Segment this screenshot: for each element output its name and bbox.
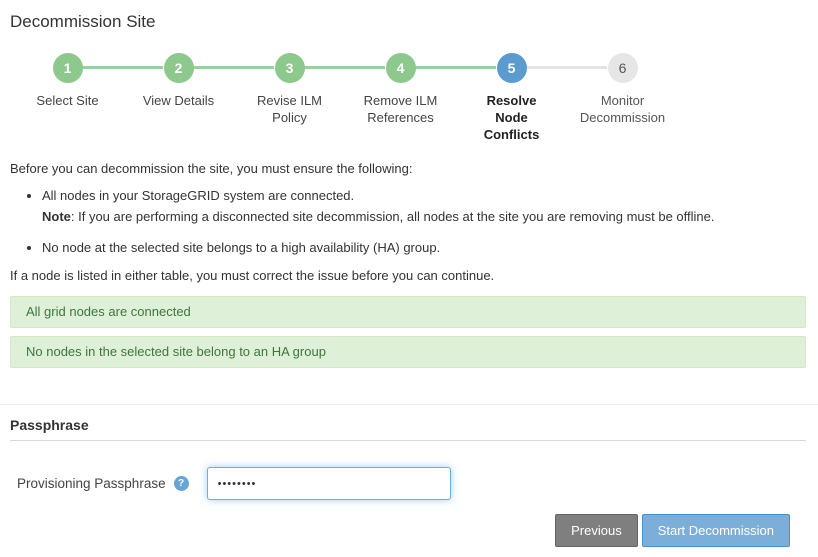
step-connector <box>82 66 163 69</box>
start-decommission-button[interactable]: Start Decommission <box>641 514 790 547</box>
step-label: View Details <box>142 93 215 108</box>
intro-text: Before you can decommission the site, yo… <box>10 161 413 176</box>
step-number-badge: 3 <box>274 53 305 83</box>
step-label: Remove ILM References <box>363 93 438 125</box>
provisioning-passphrase-row: Provisioning Passphrase ? <box>0 467 818 500</box>
step-label: Monitor Decommission <box>579 93 666 125</box>
step-view-details[interactable]: 2 View Details <box>123 53 234 143</box>
step-number-badge: 2 <box>163 53 194 83</box>
step-connector <box>304 66 385 69</box>
step-select-site[interactable]: 1 Select Site <box>12 53 123 143</box>
previous-button[interactable]: Previous <box>555 514 638 547</box>
requirements-list: All nodes in your StorageGRID system are… <box>0 185 818 258</box>
step-number-badge: 1 <box>52 53 83 83</box>
provisioning-passphrase-input[interactable] <box>206 467 451 500</box>
requirement-text: All nodes in your StorageGRID system are… <box>42 188 355 203</box>
alert-text: All grid nodes are connected <box>26 304 191 319</box>
step-number-badge: 5 <box>496 53 527 83</box>
step-connector <box>526 66 607 69</box>
correction-instruction-text: If a node is listed in either table, you… <box>10 268 495 283</box>
action-button-bar: Previous Start Decommission <box>0 514 790 547</box>
step-label: Select Site <box>36 93 99 108</box>
step-label: Resolve Node Conflicts <box>483 93 540 142</box>
wizard-progress-bar: 1 Select Site 2 View Details 3 Revise IL… <box>12 53 678 145</box>
note-text: : If you are performing a disconnected s… <box>70 209 715 224</box>
passphrase-section-heading: Passphrase <box>10 417 806 441</box>
list-item: No node at the selected site belongs to … <box>42 237 818 258</box>
help-icon[interactable]: ? <box>173 476 189 491</box>
step-revise-ilm-policy[interactable]: 3 Revise ILM Policy <box>234 53 345 143</box>
step-label: Revise ILM Policy <box>256 93 323 125</box>
step-connector <box>193 66 274 69</box>
alert-text: No nodes in the selected site belong to … <box>26 344 326 359</box>
alert-no-ha-group: No nodes in the selected site belong to … <box>10 336 806 368</box>
step-number-badge: 4 <box>385 53 416 83</box>
step-remove-ilm-references[interactable]: 4 Remove ILM References <box>345 53 456 143</box>
requirement-text: No node at the selected site belongs to … <box>42 240 441 255</box>
page-title: Decommission Site <box>10 12 156 31</box>
step-resolve-node-conflicts[interactable]: 5 Resolve Node Conflicts <box>456 53 567 143</box>
decommission-site-page: Decommission Site 1 Select Site 2 View D… <box>0 12 818 557</box>
step-monitor-decommission[interactable]: 6 Monitor Decommission <box>567 53 678 143</box>
section-divider <box>0 404 818 405</box>
step-connector <box>415 66 496 69</box>
note-label: Note <box>42 209 71 224</box>
alert-nodes-connected: All grid nodes are connected <box>10 296 806 328</box>
list-item: All nodes in your StorageGRID system are… <box>42 185 818 227</box>
provisioning-passphrase-label: Provisioning Passphrase <box>17 476 166 491</box>
step-number-badge: 6 <box>607 53 638 83</box>
